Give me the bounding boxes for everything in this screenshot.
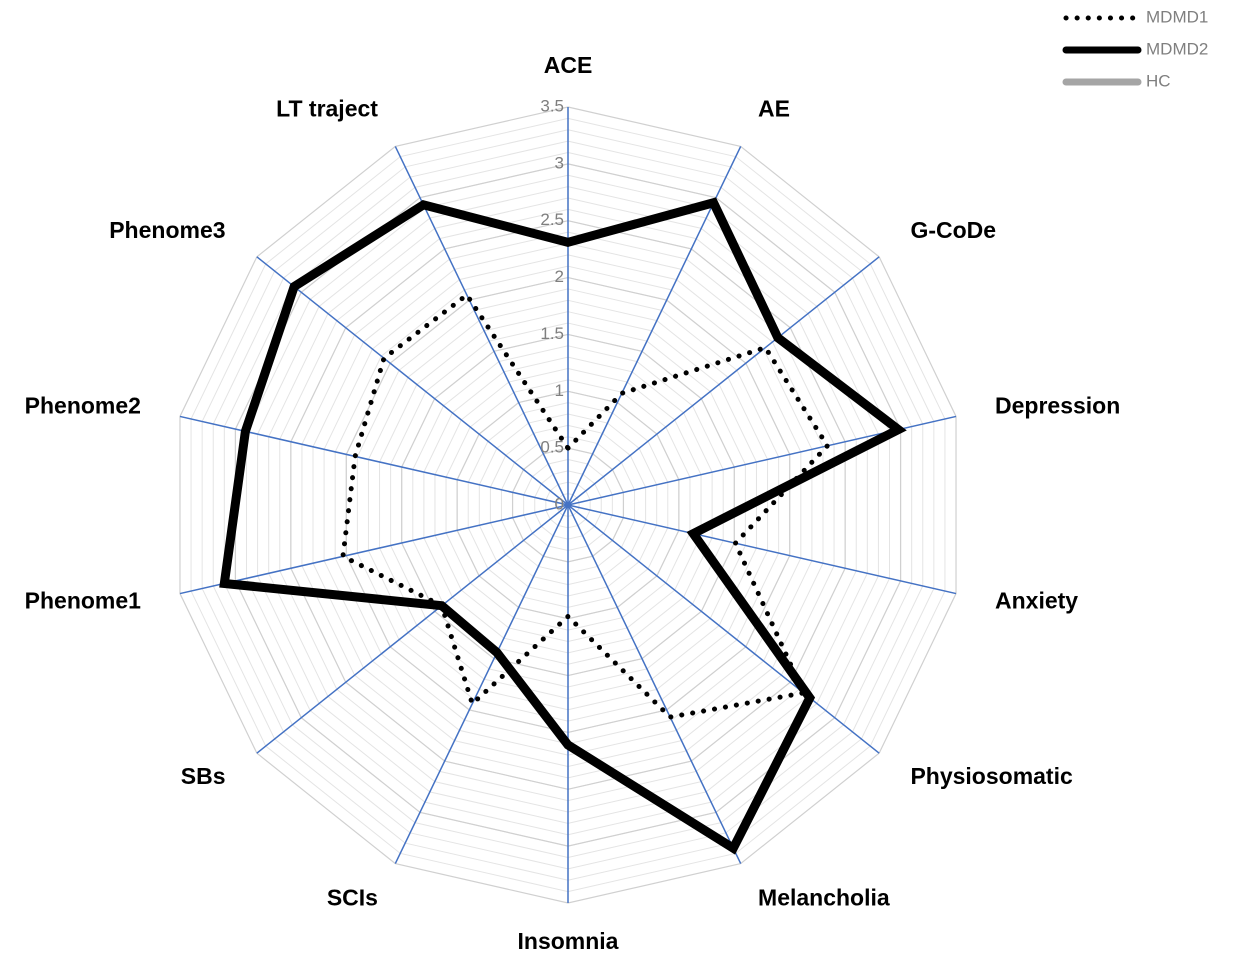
tick-label: 1.5 xyxy=(540,324,564,343)
category-label: Insomnia xyxy=(518,928,619,954)
axis-spoke xyxy=(567,504,880,754)
category-label: Phenome2 xyxy=(25,393,141,419)
series-line xyxy=(340,291,831,720)
category-label: Melancholia xyxy=(758,885,890,911)
category-label: AE xyxy=(758,95,790,121)
axis-spoke xyxy=(567,504,957,595)
tick-label: 1 xyxy=(555,381,564,400)
category-label: SCIs xyxy=(327,885,378,911)
category-label: Phenome3 xyxy=(109,217,225,243)
tick-label: 2.5 xyxy=(540,210,564,229)
axis-spoke xyxy=(179,504,569,595)
legend-label: MDMD1 xyxy=(1146,7,1208,26)
legend-label: MDMD2 xyxy=(1146,39,1208,58)
axis-spoke xyxy=(567,504,742,864)
tick-label: 3 xyxy=(555,153,564,172)
axis-spoke xyxy=(567,256,880,506)
series-line xyxy=(219,197,907,855)
category-label: ACE xyxy=(544,52,593,78)
axis-spoke xyxy=(394,504,569,864)
tick-label: 3.5 xyxy=(540,96,564,115)
tick-label: 0.5 xyxy=(540,438,564,457)
tick-label: 2 xyxy=(555,267,564,286)
category-label: G-CoDe xyxy=(910,217,996,243)
category-label: Phenome1 xyxy=(25,588,142,614)
axis-spoke xyxy=(256,256,569,506)
category-label: SBs xyxy=(181,763,226,789)
axis-spoke xyxy=(256,504,569,754)
category-label: LT traject xyxy=(276,95,378,121)
category-label: Depression xyxy=(995,393,1120,419)
tick-label: 0 xyxy=(555,494,564,513)
category-label: Anxiety xyxy=(995,588,1078,614)
legend-label: HC xyxy=(1146,71,1171,90)
category-label: Physiosomatic xyxy=(910,763,1073,789)
